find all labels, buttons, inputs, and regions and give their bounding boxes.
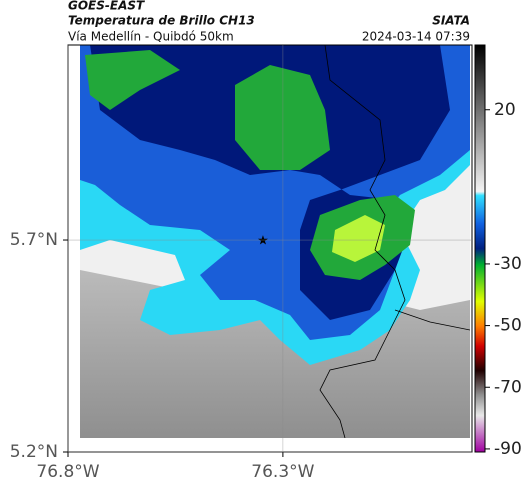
colorbar-tick-label: 20	[494, 100, 516, 120]
y-tick-label: 5.2°N	[10, 442, 58, 462]
colorbar-tick-label: -30	[494, 254, 522, 274]
y-tick-label: 5.7°N	[10, 230, 58, 250]
axes: 76.8°W 76.3°W 5.2°N 5.7°N 20 -30 -50 -70 -90	[10, 45, 522, 482]
colorbar-tick-label: -70	[494, 377, 522, 397]
timestamp: 2024-03-14 07:39	[362, 30, 470, 44]
satellite-image	[80, 45, 470, 438]
subtitle: Vía Medellín - Quibdó 50km	[68, 30, 234, 44]
cloud-green	[235, 65, 330, 170]
x-tick-label: 76.3°W	[251, 462, 314, 482]
coastline	[319, 45, 470, 438]
colorbar-tick-label: -90	[494, 439, 522, 459]
x-tick-label: 76.8°W	[36, 462, 99, 482]
colorbar	[474, 44, 486, 453]
cloud-green	[85, 50, 180, 110]
source: SIATA	[432, 14, 470, 28]
cloud-core	[332, 215, 385, 262]
colorbar-tick-label: -50	[494, 316, 522, 336]
location-marker: ★	[257, 234, 269, 249]
title: Temperatura de Brillo CH13	[68, 14, 255, 28]
satellite: GOES-EAST	[68, 0, 145, 13]
